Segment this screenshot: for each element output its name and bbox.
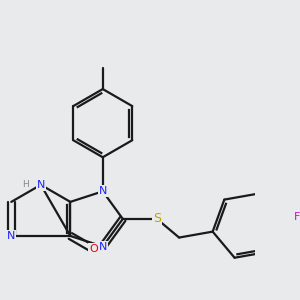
Text: H: H [22,180,29,189]
Text: S: S [153,212,161,225]
Text: O: O [89,244,98,254]
Text: F: F [294,212,300,222]
Text: N: N [37,180,45,190]
Text: N: N [7,231,16,241]
Text: N: N [99,242,107,251]
Text: N: N [99,186,107,196]
